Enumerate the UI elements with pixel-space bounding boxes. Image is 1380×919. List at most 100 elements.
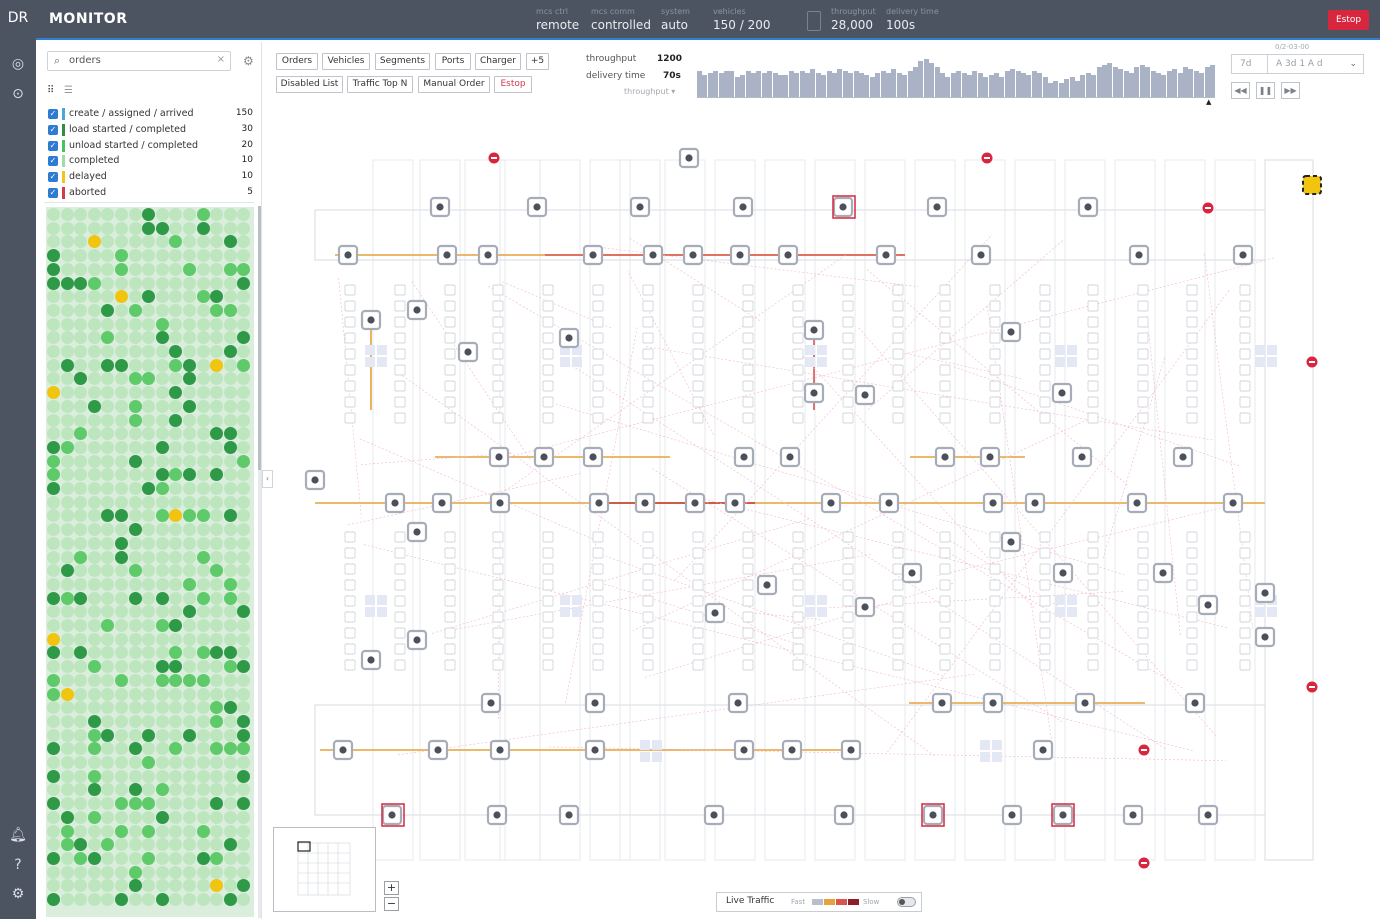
order-dot[interactable] (101, 317, 115, 331)
order-dot[interactable] (142, 783, 156, 797)
order-dot[interactable] (237, 413, 251, 427)
order-dot[interactable] (196, 879, 210, 893)
order-dot[interactable] (101, 824, 115, 838)
zoom-in-button[interactable]: + (384, 881, 399, 895)
order-dot[interactable] (87, 701, 101, 715)
order-dot[interactable] (169, 865, 183, 879)
order-dot[interactable] (183, 714, 196, 728)
order-dot[interactable] (210, 331, 224, 345)
filter-row[interactable]: ✓ completed 10 (48, 154, 253, 168)
order-dot[interactable] (196, 495, 210, 509)
order-dot[interactable] (142, 468, 156, 482)
order-dot[interactable] (128, 879, 142, 893)
tab-vehicles[interactable]: Vehicles (322, 53, 370, 70)
order-dot[interactable] (237, 495, 251, 509)
order-dot[interactable] (115, 742, 128, 756)
order-dot[interactable] (74, 303, 88, 317)
order-dot[interactable] (169, 372, 183, 386)
order-dot[interactable] (183, 605, 196, 619)
order-dot[interactable] (60, 523, 74, 537)
order-dot[interactable] (237, 290, 251, 304)
order-dot[interactable] (87, 865, 101, 879)
order-dot[interactable] (183, 290, 196, 304)
order-dot[interactable] (237, 440, 251, 454)
order-dot[interactable] (223, 386, 237, 400)
order-dot[interactable] (60, 399, 74, 413)
order-dot[interactable] (183, 591, 196, 605)
order-dot[interactable] (237, 262, 251, 276)
order-dot[interactable] (183, 372, 196, 386)
order-dot[interactable] (155, 564, 169, 578)
filter-row[interactable]: ✓ load started / completed 30 (48, 123, 253, 137)
order-dot[interactable] (115, 783, 128, 797)
order-dot[interactable] (87, 550, 101, 564)
order-dot[interactable] (87, 523, 101, 537)
order-dot[interactable] (237, 208, 251, 221)
order-dot[interactable] (60, 797, 74, 811)
order-dot[interactable] (115, 660, 128, 674)
order-dot[interactable] (210, 838, 224, 852)
order-dot[interactable] (237, 646, 251, 660)
order-dot[interactable] (142, 440, 156, 454)
order-dot[interactable] (223, 440, 237, 454)
order-dot[interactable] (101, 358, 115, 372)
order-dot[interactable] (142, 399, 156, 413)
order-dot[interactable] (60, 372, 74, 386)
order-dot[interactable] (223, 756, 237, 769)
order-dot[interactable] (115, 577, 128, 591)
order-dot[interactable] (60, 769, 74, 783)
order-dot[interactable] (155, 536, 169, 550)
order-dot[interactable] (210, 303, 224, 317)
order-dot[interactable] (101, 509, 115, 523)
order-dot[interactable] (74, 358, 88, 372)
order-dot[interactable] (237, 865, 251, 879)
order-dot[interactable] (169, 235, 183, 249)
order-dot[interactable] (74, 290, 88, 304)
order-dot[interactable] (60, 235, 74, 249)
order-dot[interactable] (183, 536, 196, 550)
order-dot[interactable] (223, 742, 237, 756)
order-dot[interactable] (60, 345, 74, 358)
order-dot[interactable] (183, 317, 196, 331)
order-dot[interactable] (128, 495, 142, 509)
order-dot[interactable] (142, 865, 156, 879)
order-dot[interactable] (223, 536, 237, 550)
order-dot[interactable] (142, 742, 156, 756)
order-dot[interactable] (101, 468, 115, 482)
order-dot[interactable] (196, 440, 210, 454)
order-dot[interactable] (115, 591, 128, 605)
order-dot[interactable] (60, 701, 74, 715)
order-dot[interactable] (210, 660, 224, 674)
order-dot[interactable] (74, 632, 88, 646)
order-dot[interactable] (155, 372, 169, 386)
order-dot[interactable] (210, 865, 224, 879)
order-dot[interactable] (142, 303, 156, 317)
order-dot[interactable] (47, 523, 60, 537)
clear-icon[interactable]: × (216, 54, 225, 65)
order-dot[interactable] (87, 358, 101, 372)
order-dot[interactable] (115, 632, 128, 646)
order-dot[interactable] (223, 345, 237, 358)
order-dot[interactable] (196, 851, 210, 865)
order-dot[interactable] (47, 591, 60, 605)
order-dot[interactable] (101, 523, 115, 537)
order-dot[interactable] (60, 632, 74, 646)
order-dot[interactable] (223, 591, 237, 605)
order-dot[interactable] (237, 756, 251, 769)
filter-checkbox[interactable]: ✓ (48, 188, 58, 198)
order-dot[interactable] (155, 249, 169, 263)
order-dot[interactable] (237, 303, 251, 317)
order-dot[interactable] (101, 413, 115, 427)
order-dot[interactable] (60, 605, 74, 619)
order-dot[interactable] (60, 454, 74, 468)
timeline-cursor-icon[interactable]: ▲ (1206, 98, 1212, 106)
order-dot[interactable] (196, 810, 210, 824)
order-dot[interactable] (237, 673, 251, 687)
order-dot[interactable] (60, 427, 74, 441)
order-dot[interactable] (115, 358, 128, 372)
order-dot[interactable] (183, 262, 196, 276)
order-dot[interactable] (210, 249, 224, 263)
order-dot[interactable] (196, 564, 210, 578)
order-dot[interactable] (60, 838, 74, 852)
order-dot[interactable] (196, 742, 210, 756)
